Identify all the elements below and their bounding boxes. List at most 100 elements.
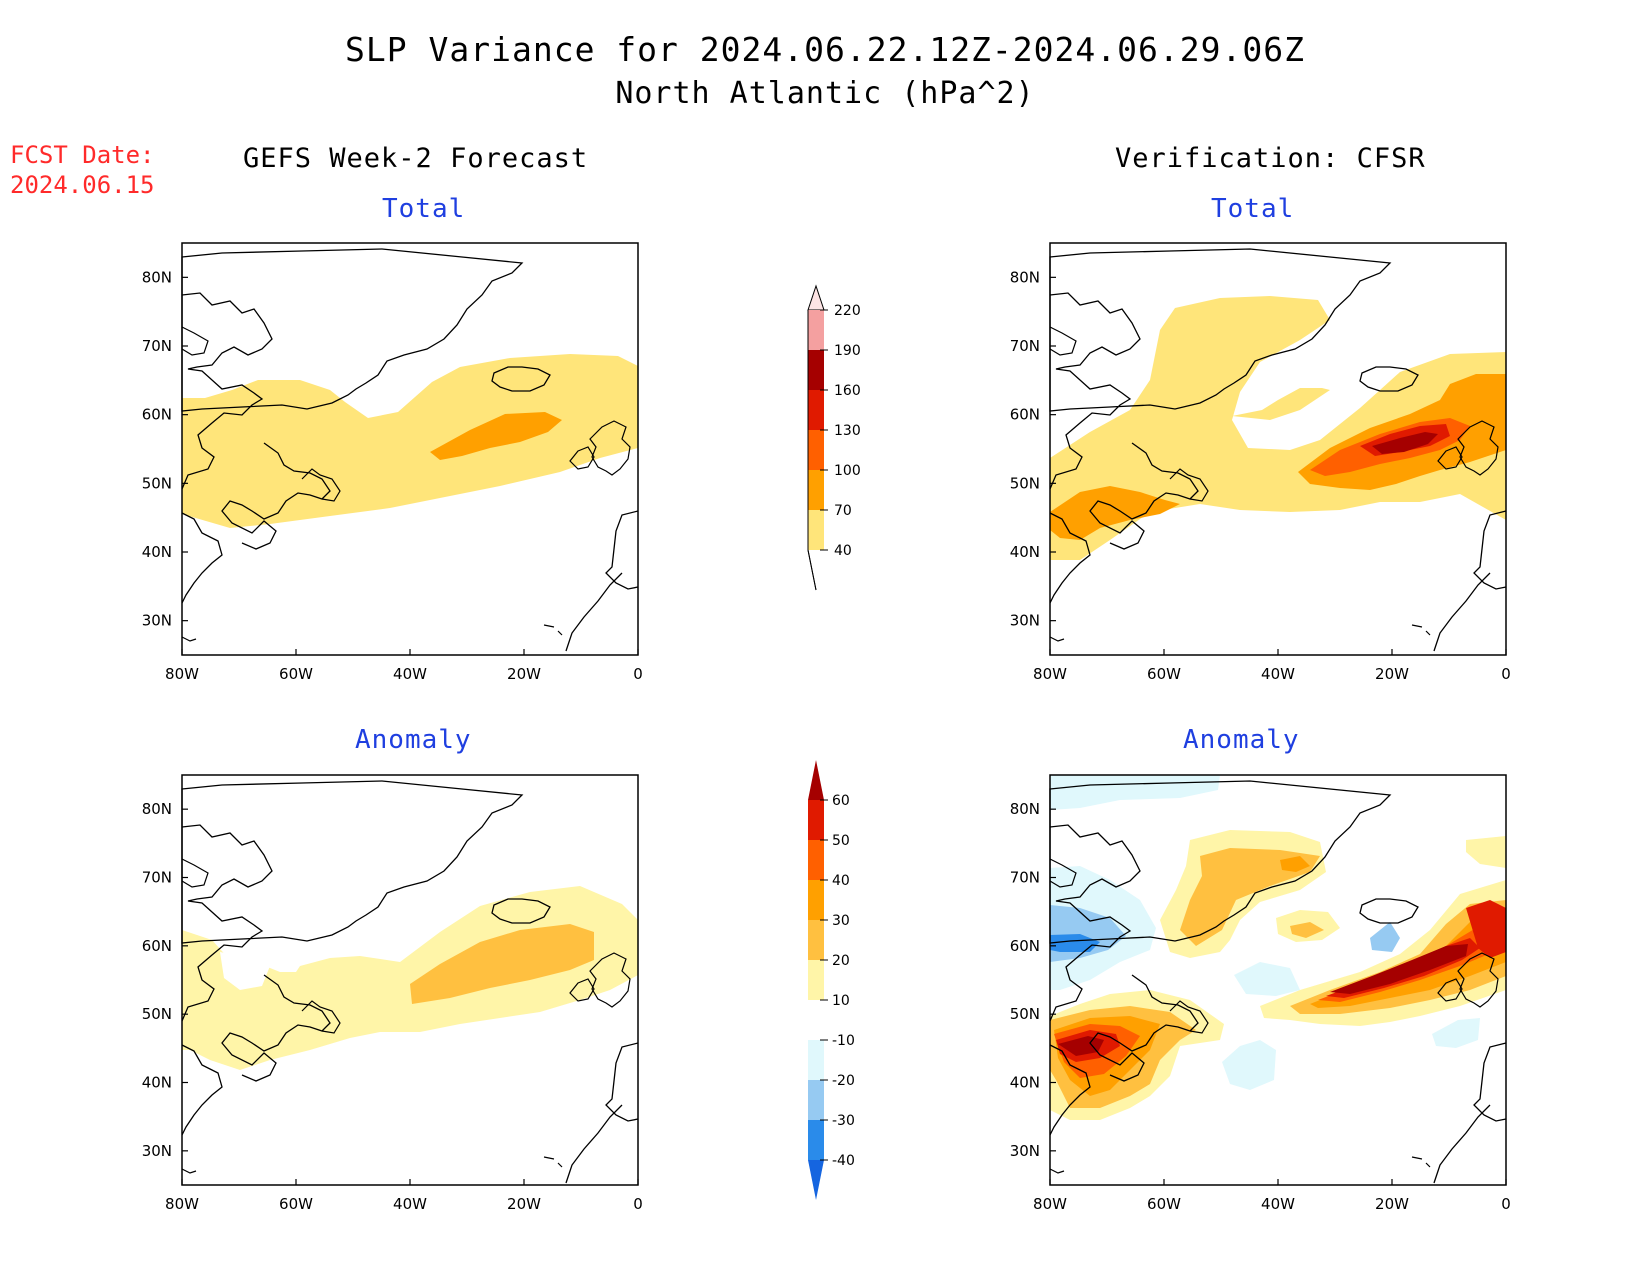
total-colorbar-label: 130 [834, 423, 861, 439]
verification-anomaly-pos-ne-core [1466, 900, 1506, 958]
verification-anomaly-neg30-west [1050, 934, 1100, 952]
forecast-anomaly-20-patch [410, 924, 594, 1004]
verification-anomaly-neg-south [1222, 1040, 1276, 1090]
verification-anomaly-map [1049, 774, 1507, 1186]
forecast-total-lon-label: 40W [393, 665, 427, 683]
verification-anomaly-lon-label: 60W [1147, 1195, 1181, 1213]
verification-total-lat-label: 30N [1010, 612, 1040, 630]
verification-total-lon-label: 80W [1033, 665, 1067, 683]
anomaly-colorbar-box [808, 880, 824, 920]
verification-total-lon-label: 40W [1261, 665, 1295, 683]
total-colorbar-box [808, 350, 824, 390]
verification-total-lat-label: 40N [1010, 543, 1040, 561]
verification-anomaly-neg-mid2 [1370, 922, 1400, 952]
forecast-total-map [181, 242, 639, 656]
anomaly-colorbar-bottom-arrow [808, 1160, 824, 1200]
total-colorbar-box [808, 510, 824, 550]
total-colorbar-box [808, 310, 824, 350]
verification-total-lat-label: 70N [1010, 337, 1040, 355]
total-colorbar-label: 190 [834, 343, 861, 359]
anomaly-colorbar-box [808, 920, 824, 960]
anomaly-colorbar-box [808, 1120, 824, 1160]
verification-total-title: Total [1211, 194, 1295, 224]
total-colorbar-box [808, 390, 824, 430]
anomaly-colorbar-label: 60 [832, 793, 850, 809]
forecast-anomaly-lon-label: 0 [633, 1195, 643, 1213]
anomaly-colorbar-label: 20 [832, 953, 850, 969]
total-colorbar-box [808, 430, 824, 470]
forecast-anomaly-white-hole [220, 952, 270, 990]
left-column-title: GEFS Week-2 Forecast [243, 143, 589, 174]
verification-anomaly-lat-label: 40N [1010, 1074, 1040, 1092]
anomaly-colorbar-box [808, 1000, 824, 1040]
forecast-date-caption: FCST Date: [10, 141, 155, 169]
verification-total-lat-label: 80N [1010, 268, 1040, 286]
forecast-anomaly-lat-label: 30N [142, 1142, 172, 1160]
total-colorbar-box [808, 470, 824, 510]
verification-anomaly-lon-label: 0 [1501, 1195, 1511, 1213]
forecast-total-lat-label: 60N [142, 406, 172, 424]
verification-anomaly-neg-mid [1234, 962, 1300, 996]
anomaly-colorbar-box [808, 1040, 824, 1080]
forecast-total-band [182, 354, 638, 528]
total-colorbar-label: 160 [834, 383, 861, 399]
verification-anomaly-pos-arctic-30 [1280, 856, 1310, 872]
anomaly-colorbar-box [808, 800, 824, 840]
forecast-total-lat-label: 70N [142, 337, 172, 355]
figure-subtitle: North Atlantic (hPa^2) [615, 76, 1035, 111]
forecast-total-lon-label: 20W [507, 665, 541, 683]
forecast-total-lon-label: 60W [279, 665, 313, 683]
verification-anomaly-neg-north [1050, 775, 1220, 810]
forecast-anomaly-lon-label: 60W [279, 1195, 313, 1213]
verification-total-lon-label: 20W [1375, 665, 1409, 683]
forecast-total-lon-label: 0 [633, 665, 643, 683]
forecast-anomaly-lat-label: 70N [142, 869, 172, 887]
total-colorbar-label: 40 [834, 543, 852, 559]
verification-anomaly-pos-east-ne [1466, 836, 1506, 868]
forecast-total-lat-label: 30N [142, 612, 172, 630]
figure-title: SLP Variance for 2024.06.22.12Z-2024.06.… [345, 30, 1305, 69]
anomaly-colorbar-box [808, 840, 824, 880]
total-colorbar: 40 70 100 130 160 190 220 [807, 284, 861, 591]
anomaly-colorbar-label: 10 [832, 993, 850, 1009]
verification-total-lat-label: 60N [1010, 406, 1040, 424]
anomaly-colorbar-box [808, 960, 824, 1000]
verification-anomaly-lat-label: 80N [1010, 800, 1040, 818]
axis-labels: 80W 60W 40W 20W 0 80N 70N 60N 50N 40N 30N 80W 60W 40W… [142, 268, 1511, 1213]
forecast-total-lat-label: 50N [142, 474, 172, 492]
total-colorbar-label: 100 [834, 463, 861, 479]
total-colorbar-label: 70 [834, 503, 852, 519]
verification-anomaly-lat-label: 30N [1010, 1142, 1040, 1160]
verification-total-lat-label: 50N [1010, 474, 1040, 492]
anomaly-colorbar-label: 50 [832, 833, 850, 849]
verification-anomaly-neg-east [1432, 1018, 1480, 1048]
forecast-total-title: Total [382, 194, 466, 224]
verification-total-lon-label: 0 [1501, 665, 1511, 683]
verification-anomaly-pos-east-20 [1290, 900, 1506, 1014]
forecast-anomaly-lat-label: 60N [142, 937, 172, 955]
anomaly-colorbar-top-arrow [808, 760, 824, 800]
verification-total-70-south [1050, 486, 1180, 540]
verification-total-map [1049, 242, 1507, 656]
forecast-anomaly-lon-label: 80W [165, 1195, 199, 1213]
anomaly-colorbar-label: -10 [832, 1033, 855, 1049]
anomaly-colorbar-label: 40 [832, 873, 850, 889]
forecast-anomaly-title: Anomaly [355, 725, 472, 755]
forecast-anomaly-lat-label: 50N [142, 1005, 172, 1023]
forecast-anomaly-lon-label: 20W [507, 1195, 541, 1213]
anomaly-colorbar-label: 30 [832, 913, 850, 929]
verification-total-lon-label: 60W [1147, 665, 1181, 683]
forecast-anomaly-map [181, 774, 639, 1186]
forecast-date-value: 2024.06.15 [10, 171, 155, 199]
verification-anomaly-lon-label: 20W [1375, 1195, 1409, 1213]
verification-anomaly-pos-icel-20 [1290, 922, 1324, 938]
forecast-anomaly-lat-label: 80N [142, 800, 172, 818]
verification-anomaly-pos-arctic-20 [1180, 848, 1320, 946]
verification-anomaly-pos-east-60 [1330, 944, 1468, 994]
anomaly-colorbar-box [808, 1080, 824, 1120]
right-column-title: Verification: CFSR [1115, 143, 1426, 174]
forecast-total-70-patch [430, 412, 562, 460]
verification-anomaly-lon-label: 40W [1261, 1195, 1295, 1213]
verification-anomaly-title: Anomaly [1183, 725, 1300, 755]
